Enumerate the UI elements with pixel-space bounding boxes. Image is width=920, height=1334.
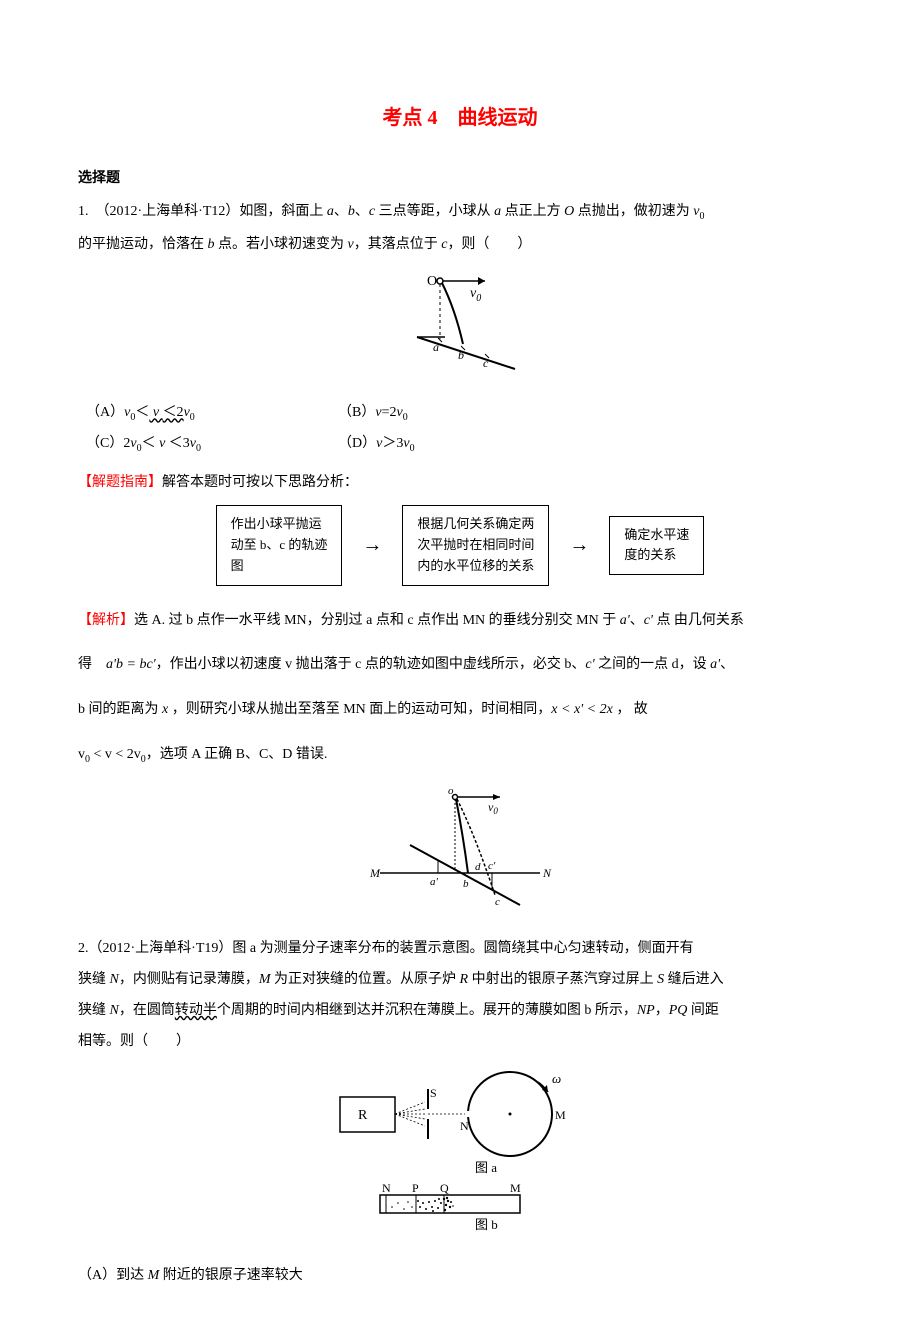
svg-text:ω: ω [552,1071,561,1086]
figure1-c-label: c [483,356,489,370]
guide-label: 【解题指南】 [78,475,162,490]
svg-text:v0: v0 [488,800,498,816]
figure2: o v0 M N a' b d c' c [78,785,842,924]
option-C: （C）2v0＜ v ＜3v0 [78,431,338,458]
problem2-line1: 2.（2012·上海单科·T19）图 a 为测量分子速率分布的装置示意图。圆筒绕… [78,936,842,961]
svg-text:P: P [412,1181,419,1195]
flow-arrow1: → [362,527,382,563]
svg-text:Q: Q [440,1181,449,1195]
analysis-p2: 得 a'b = bc'，作出小球以初速度 v 抛出落于 c 点的轨迹如图中虚线所… [78,650,842,681]
svg-text:R: R [358,1108,368,1123]
option-A: （A）v0＜ v ＜2v0 [78,400,338,427]
guide-line: 【解题指南】解答本题时可按以下思路分析： [78,470,842,495]
svg-text:c': c' [488,860,496,872]
figure1-v0-label: v0 [470,286,481,304]
figure3: R S N M ω 图 a N P Q M [78,1067,842,1251]
problem1-line1: 1. （2012·上海单科·T12）如图，斜面上 a、b、c 三点等距，小球从 … [78,199,842,226]
problem1-line2: 的平抛运动，恰落在 b 点。若小球初速变为 v，其落点位于 c，则（ ） [78,232,842,257]
svg-text:N: N [460,1119,469,1133]
figure1-O-label: O [427,274,437,289]
option-B: （B）v=2v0 [338,400,842,427]
svg-text:M: M [369,866,381,880]
figure1-b-label: b [458,348,464,362]
analysis-p1: 【解析】选 A. 过 b 点作一水平线 MN，分别过 a 点和 c 点作出 MN… [78,606,842,637]
flow-box1: 作出小球平抛运 动至 b、c 的轨迹 图 [216,505,343,585]
svg-text:M: M [510,1181,521,1195]
analysis-p4: v0 < v < 2v0，选项 A 正确 B、C、D 错误. [78,740,842,771]
svg-text:N: N [382,1181,391,1195]
svg-text:b: b [463,878,469,890]
svg-text:c: c [495,896,500,908]
problem2-line3: 狭缝 N，在圆筒转动半个周期的时间内相继到达并沉积在薄膜上。展开的薄膜如图 b … [78,998,842,1023]
svg-text:图 a: 图 a [475,1160,497,1175]
svg-text:图 b: 图 b [475,1217,498,1232]
problem2-option-A: （A）到达 M 附近的银原子速率较大 [78,1263,842,1288]
svg-text:a': a' [430,876,439,888]
section-header: 选择题 [78,166,842,191]
problem2-line4: 相等。则（ ） [78,1029,842,1054]
figure1: O v0 a b c [78,269,842,388]
figure1-a-label: a [433,340,439,354]
problem2-line2: 狭缝 N，内侧贴有记录薄膜，M 为正对狭缝的位置。从原子炉 R 中射出的银原子蒸… [78,967,842,992]
flow-box2: 根据几何关系确定两 次平抛时在相同时间 内的水平位移的关系 [402,505,549,585]
options-row2: （C）2v0＜ v ＜3v0 （D）v＞3v0 [78,431,842,458]
flow-box3: 确定水平速 度的关系 [609,516,704,576]
flow-arrow2: → [569,527,589,563]
svg-text:M: M [555,1108,566,1122]
analysis-p3: b 间的距离为 x ，则研究小球从抛出至落至 MN 面上的运动可知，时间相同，x… [78,695,842,726]
flowchart: 作出小球平抛运 动至 b、c 的轨迹 图 → 根据几何关系确定两 次平抛时在相同… [78,505,842,585]
svg-text:d: d [475,861,481,873]
svg-text:o: o [448,785,454,797]
svg-text:S: S [430,1086,437,1100]
svg-text:N: N [542,866,552,880]
option-D: （D）v＞3v0 [338,431,842,458]
analysis-label: 【解析】 [78,613,134,628]
page-title: 考点 4 曲线运动 [78,100,842,136]
options-row1: （A）v0＜ v ＜2v0 （B）v=2v0 [78,400,842,427]
